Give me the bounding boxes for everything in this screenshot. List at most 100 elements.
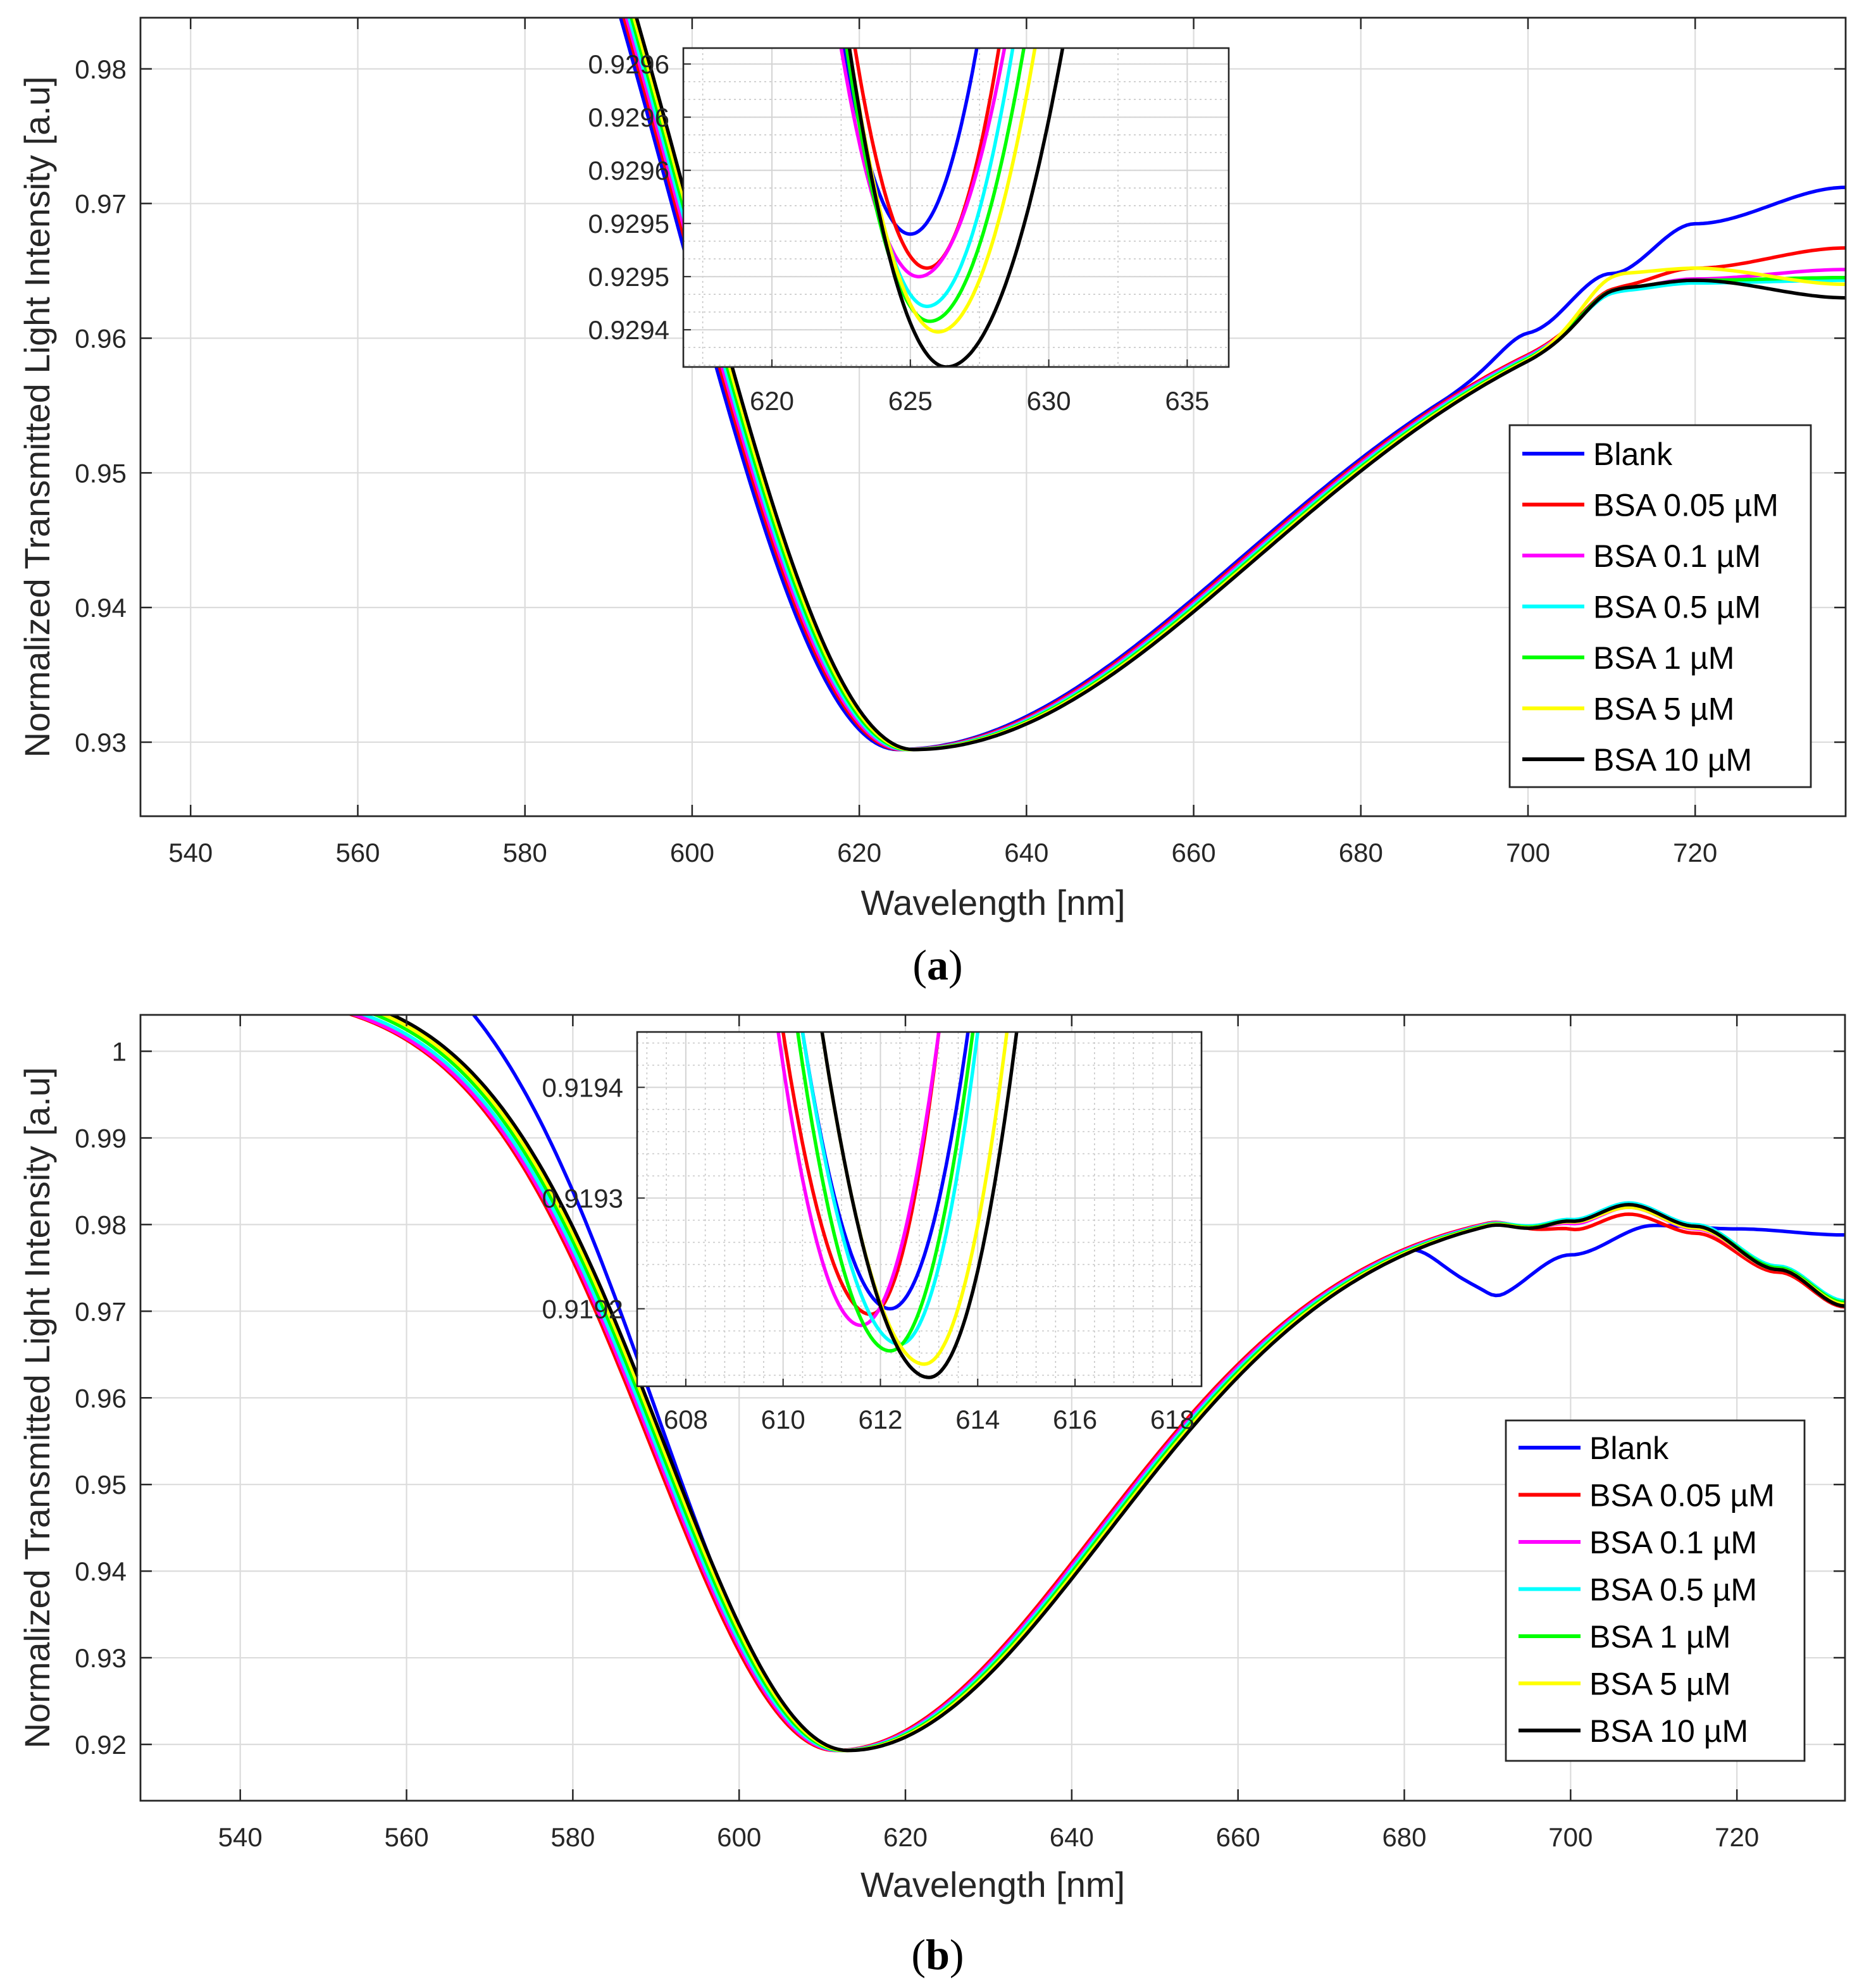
x-tick-label: 640 [1050, 1822, 1094, 1852]
y-tick-label: 0.96 [75, 324, 127, 354]
y-tick-label: 0.95 [75, 1470, 127, 1500]
x-tick-label: 680 [1339, 838, 1383, 867]
x-tick-label: 660 [1172, 838, 1216, 867]
y-tick-label: 0.97 [75, 1296, 127, 1326]
y-tick-label: 0.98 [75, 54, 127, 84]
inset-y-tick-label: 0.9295 [588, 209, 669, 239]
x-tick-label: 720 [1673, 838, 1717, 867]
inset-y-tick-label: 0.9193 [542, 1184, 623, 1214]
inset: 620 625 630 635 0.9294 0.9295 0.9295 0.9296 0.92… [588, 47, 1230, 416]
x-tick-label: 600 [670, 838, 714, 867]
y-tick-label: 0.95 [75, 458, 127, 488]
series-group [346, 1015, 1845, 1753]
inset-curve-5 [845, 48, 1026, 323]
y-tick-label: 1 [112, 1037, 127, 1067]
inset-y-tick-label: 0.9296 [588, 49, 669, 79]
inset-curves [839, 48, 1065, 367]
legend-label-4: BSA 0.5 µM [1589, 1572, 1757, 1608]
x-tick-label: 700 [1506, 838, 1550, 867]
inset-y-tick-label: 0.9295 [588, 262, 669, 292]
inset-y-tick-label: 0.9294 [588, 315, 669, 345]
panel-b: 540 560 580 600 620 640 660 680 700 720 0.92 0.93 0.… [17, 1014, 1846, 1979]
x-tick-label: 700 [1548, 1822, 1593, 1852]
legend-label-7: BSA 10 µM [1593, 742, 1752, 778]
legend-label-3: BSA 0.1 µM [1589, 1525, 1757, 1560]
inset: 608 610 612 614 616 618 0.9192 0.9193 0.9194 [542, 1031, 1203, 1434]
inset-x-tick-label: 630 [1027, 386, 1071, 416]
y-axis-label: Normalized Transmitted Light Intensity [… [17, 1067, 57, 1749]
inset-curve-4 [800, 1032, 980, 1346]
inset-x-tick-label: 625 [888, 386, 933, 416]
panel-caption: (b) [911, 1930, 964, 1979]
inset-curve-3 [839, 48, 1007, 278]
x-tick-label: 560 [335, 838, 380, 867]
legend-label-4: BSA 0.5 µM [1593, 590, 1761, 625]
y-tick-label: 0.97 [75, 189, 127, 219]
inset-curve-1 [800, 1032, 970, 1311]
inset-curve-4 [847, 48, 1015, 308]
x-tick-label: 640 [1004, 838, 1048, 867]
legend: Blank BSA 0.05 µM BSA 0.1 µM BSA 0.5 µM BSA … [1505, 1419, 1806, 1762]
x-tick-label: 620 [837, 838, 881, 867]
legend-label-3: BSA 0.1 µM [1593, 538, 1761, 574]
x-tick-label: 620 [883, 1822, 928, 1852]
x-axis-label: Wavelength [nm] [860, 1865, 1125, 1904]
y-tick-label: 0.96 [75, 1383, 127, 1413]
legend-label-6: BSA 5 µM [1589, 1667, 1730, 1702]
legend-label-1: Blank [1593, 437, 1673, 472]
legend: Blank BSA 0.05 µM BSA 0.1 µM BSA 0.5 µM BSA … [1508, 424, 1812, 788]
y-tick-label: 0.94 [75, 1556, 127, 1586]
panel-a: 540 560 580 600 620 640 660 680 700 720 0.93 0.94 0.… [17, 16, 1847, 989]
legend-label-2: BSA 0.05 µM [1593, 488, 1779, 523]
axes-box [139, 1014, 1846, 1802]
inset-y-tick-label: 0.9296 [588, 156, 669, 185]
inset-x-tick-label: 610 [761, 1405, 805, 1434]
inset-curve-7 [820, 1032, 1019, 1379]
x-axis-label: Wavelength [nm] [860, 883, 1125, 923]
x-tick-label: 580 [503, 838, 547, 867]
inset-x-tick-label: 614 [955, 1405, 1000, 1434]
series-line-7 [388, 1015, 1845, 1753]
inset-curve-7 [847, 48, 1065, 367]
y-tick-label: 0.99 [75, 1123, 127, 1153]
inset-box [682, 47, 1230, 368]
caption-letter: b [926, 1930, 950, 1979]
series-group [619, 18, 1846, 752]
caption-letter: a [927, 941, 948, 989]
inset-x-tick-label: 608 [664, 1405, 708, 1434]
inset-y-tick-label: 0.9296 [588, 103, 669, 132]
x-tick-label: 680 [1382, 1822, 1426, 1852]
x-tick-label: 580 [550, 1822, 595, 1852]
inset-x-tick-label: 618 [1150, 1405, 1195, 1434]
x-tick-label: 720 [1715, 1822, 1759, 1852]
inset-box [636, 1031, 1203, 1388]
y-tick-label: 0.92 [75, 1730, 127, 1760]
legend-label-5: BSA 1 µM [1589, 1619, 1730, 1655]
inset-x-tick-label: 612 [858, 1405, 902, 1434]
caption-open-paren: ( [911, 1930, 926, 1979]
legend-label-5: BSA 1 µM [1593, 640, 1734, 676]
y-tick-label: 0.93 [75, 1643, 127, 1673]
inset-curve-2 [781, 1032, 941, 1317]
inset-y-tick-label: 0.9192 [542, 1295, 623, 1324]
inset-x-tick-label: 616 [1053, 1405, 1097, 1434]
inset-curve-6 [847, 48, 1037, 334]
x-tick-label: 600 [717, 1822, 761, 1852]
series-line-7 [635, 18, 1846, 752]
legend-label-1: Blank [1589, 1431, 1669, 1466]
y-tick-label: 0.98 [75, 1210, 127, 1239]
inset-curves [776, 1032, 1019, 1379]
axes-box [139, 16, 1847, 817]
caption-open-paren: ( [912, 941, 927, 989]
y-axis-label: Normalized Transmitted Light Intensity [… [17, 77, 57, 758]
panel-caption: (a) [912, 941, 962, 989]
inset-curve-1 [842, 48, 979, 236]
x-tick-label: 540 [218, 1822, 263, 1852]
inset-y-tick-label: 0.9194 [542, 1073, 623, 1103]
x-tick-label: 560 [384, 1822, 428, 1852]
y-tick-label: 0.94 [75, 593, 127, 623]
legend-label-7: BSA 10 µM [1589, 1713, 1748, 1749]
legend-label-6: BSA 5 µM [1593, 692, 1734, 727]
x-tick-label: 660 [1216, 1822, 1260, 1852]
